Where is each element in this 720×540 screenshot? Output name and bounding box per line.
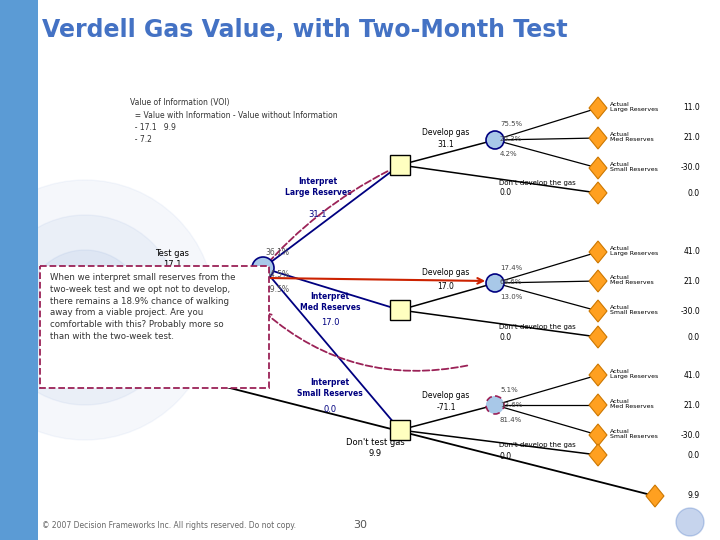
Text: 9.9: 9.9 [369,449,382,458]
Text: 31.1: 31.1 [309,210,328,219]
Text: Actual
Med Reserves: Actual Med Reserves [610,399,654,409]
Text: 75.5%: 75.5% [500,121,522,127]
Text: 0.0: 0.0 [499,188,511,197]
Text: Interpret
Med Reserves: Interpret Med Reserves [300,292,360,312]
Polygon shape [589,157,607,179]
Text: 0.0: 0.0 [688,450,700,460]
Circle shape [486,274,504,292]
Text: 0.0: 0.0 [688,188,700,198]
Text: Don't develop the gas: Don't develop the gas [499,180,576,186]
Circle shape [486,131,504,149]
Text: Develop gas: Develop gas [423,391,469,400]
Text: © 2007 Decision Frameworks Inc. All rights reserved. Do not copy.: © 2007 Decision Frameworks Inc. All righ… [42,521,296,530]
Bar [0,0,38,540]
Text: Interpret
Small Reserves: Interpret Small Reserves [297,379,363,397]
Circle shape [0,180,215,440]
Text: Interpret
Large Reserves: Interpret Large Reserves [284,177,351,197]
Bar [390,420,410,440]
Polygon shape [589,127,607,149]
Text: 41.0: 41.0 [683,370,700,380]
Text: -30.0: -30.0 [680,164,700,172]
Text: Don't test gas: Don't test gas [346,438,405,447]
Text: 30: 30 [353,520,367,530]
Text: Actual
Med Reserves: Actual Med Reserves [610,275,654,286]
Text: 34.5%: 34.5% [265,270,289,279]
Text: 9.9: 9.9 [688,491,700,501]
Bar [390,155,410,175]
Text: 13.6%: 13.6% [500,402,523,408]
Circle shape [252,257,274,279]
Text: 29.5%: 29.5% [265,285,289,294]
Circle shape [0,215,180,405]
Text: 41.0: 41.0 [683,247,700,256]
Polygon shape [589,364,607,386]
Text: Actual
Large Reserves: Actual Large Reserves [610,102,658,112]
Text: Develop gas: Develop gas [423,128,469,137]
Circle shape [676,508,704,536]
Text: 69.6%: 69.6% [500,279,523,285]
Text: Develop gas: Develop gas [423,268,469,277]
Text: 11.0: 11.0 [683,104,700,112]
Text: -71.1: -71.1 [436,403,456,412]
Polygon shape [589,444,607,466]
Polygon shape [646,485,664,507]
Text: 0.0: 0.0 [323,405,336,414]
Text: 81.4%: 81.4% [500,417,522,423]
Bar [89,344,111,366]
Text: Actual
Large Reserves: Actual Large Reserves [610,369,658,380]
Text: Actual
Small Reserves: Actual Small Reserves [610,429,658,440]
Text: 4.2%: 4.2% [500,151,518,157]
Text: When we interpret small reserves from the
two-week test and we opt not to develo: When we interpret small reserves from th… [50,273,235,341]
Polygon shape [589,394,607,416]
Text: 13.0%: 13.0% [500,294,523,300]
Text: ENIV   17.1: ENIV 17.1 [48,348,99,357]
Text: 36.1%: 36.1% [265,248,289,257]
Text: 21.0: 21.0 [683,401,700,409]
Text: 17.1: 17.1 [163,260,181,269]
Text: Actual
Large Reserves: Actual Large Reserves [610,246,658,256]
Text: 5.1%: 5.1% [500,387,518,393]
Text: Don't develop the gas: Don't develop the gas [499,324,576,330]
Text: 0.0: 0.0 [499,452,511,461]
Text: 21.0: 21.0 [683,276,700,286]
Polygon shape [589,326,607,348]
Text: Actual
Small Reserves: Actual Small Reserves [610,305,658,315]
Text: Test gas: Test gas [155,249,189,258]
Text: Value of Information (VOI)
  = Value with Information - Value without Informatio: Value of Information (VOI) = Value with … [130,98,338,145]
Text: 20.3%: 20.3% [500,136,522,142]
Text: -30.0: -30.0 [680,307,700,315]
Text: 17.4%: 17.4% [500,265,522,271]
Polygon shape [589,424,607,446]
Text: 21.0: 21.0 [683,133,700,143]
Text: Actual
Small Reserves: Actual Small Reserves [610,161,658,172]
Text: 31.1: 31.1 [438,140,454,149]
Text: 17.0: 17.0 [320,318,339,327]
Text: 0.0: 0.0 [499,333,511,342]
Bar [390,300,410,320]
Text: 0.0: 0.0 [688,333,700,341]
Circle shape [486,396,504,414]
FancyBboxPatch shape [40,266,269,388]
Polygon shape [589,300,607,322]
Text: Don't develop the gas: Don't develop the gas [499,442,576,448]
Text: -30.0: -30.0 [680,430,700,440]
Polygon shape [589,97,607,119]
Text: 17.0: 17.0 [438,282,454,291]
Text: Verdell Gas Value, with Two-Month Test: Verdell Gas Value, with Two-Month Test [42,18,567,42]
Circle shape [25,250,145,370]
Text: Actual
Med Reserves: Actual Med Reserves [610,132,654,143]
Polygon shape [589,270,607,292]
Polygon shape [589,241,607,263]
Polygon shape [589,182,607,204]
